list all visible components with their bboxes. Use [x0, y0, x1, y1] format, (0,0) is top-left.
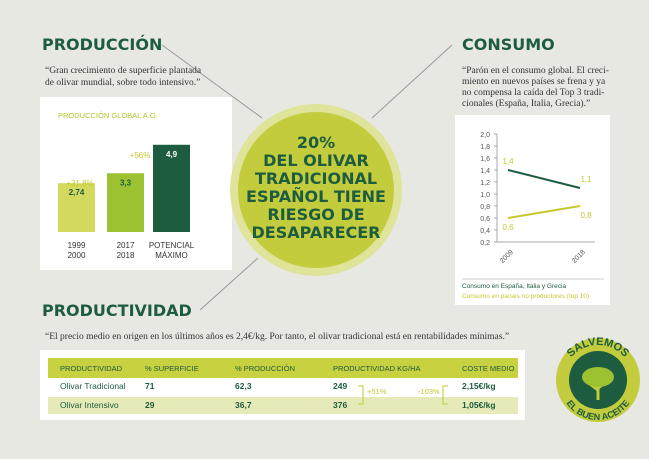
table-row-bg: [48, 397, 518, 414]
cell: 249: [333, 381, 347, 391]
line: [507, 205, 581, 219]
y-tick-label: 2,0: [480, 132, 490, 139]
chart-title: PRODUCCIÓN GLOBAL A.O.: [58, 111, 158, 120]
section-title: PRODUCCIÓN: [42, 35, 162, 54]
y-tick-label: 0,6: [480, 216, 490, 223]
table-header: [48, 358, 518, 378]
quote: “El precio medio en origen en los último…: [45, 332, 509, 342]
bar: [153, 144, 190, 232]
y-tick-label: 1,2: [480, 180, 490, 187]
headline: RIESGO DE: [267, 205, 364, 224]
bar: [58, 183, 95, 232]
y-tick-label: 0,4: [480, 228, 490, 235]
brackets: [358, 385, 448, 405]
cell: Olivar Intensivo: [60, 400, 119, 410]
x-tick-label: 1999: [68, 241, 86, 250]
cell: 36,7: [235, 400, 252, 410]
value-label: 4,9: [166, 150, 178, 159]
logo: SALVEMOS EL BUEN ACEITE: [556, 336, 640, 422]
value-label: 1,4: [502, 157, 514, 166]
value-label: 2,74: [69, 188, 85, 197]
cell: Olivar Tradicional: [60, 381, 126, 391]
y-tick-label: 1,0: [480, 192, 490, 199]
cell: 71: [145, 381, 155, 391]
y-tick-label: 0,8: [480, 204, 490, 211]
cell: 2,15€/kg: [462, 381, 496, 391]
y-tick-label: 0,2: [480, 240, 490, 247]
quote: “Parón en el consumo global. El creci-mi…: [462, 66, 609, 109]
quote-line: cionales (España, Italia, Grecia).”: [462, 98, 590, 109]
headline: TRADICIONAL: [255, 169, 377, 188]
quote: “Gran crecimiento de superficie plantada: [45, 65, 202, 76]
bar: [107, 173, 144, 232]
value-label: 0,8: [580, 211, 592, 220]
table: PRODUCTIVIDAD % SUPERFICIE % PRODUCCIÓN PRO…: [60, 364, 515, 410]
connectors: [161, 44, 453, 311]
value-label: 0,6: [502, 223, 514, 232]
annotation: +31,8%: [66, 179, 93, 188]
x-tick-label: MÁXIMO: [155, 251, 187, 260]
legend-entry: Consumo en países no productores (top 10…: [462, 293, 589, 300]
quote-line: “Parón en el consumo global. El creci-: [462, 66, 609, 76]
value-label: 1,1: [580, 175, 592, 184]
x-tick-label: 2018: [117, 251, 135, 260]
cell: 29: [145, 400, 155, 410]
cell: 1,05€/kg: [462, 400, 496, 410]
annotation: +51%: [367, 387, 387, 396]
y-tick-label: 1,4: [480, 168, 490, 175]
header-cell: PRODUCTIVIDAD: [60, 364, 123, 373]
section-title: PRODUCTIVIDAD: [42, 301, 192, 320]
annotation: -103%: [418, 387, 440, 396]
value-label: 3,3: [120, 178, 132, 187]
header-cell: PRODUCTIVIDAD KG/HA: [333, 364, 421, 373]
cell: 376: [333, 400, 347, 410]
headline: DEL OLIVAR: [263, 151, 369, 170]
headline: 20%: [297, 133, 335, 152]
header-cell: % SUPERFICIE: [145, 364, 199, 373]
headline: DESAPARECER: [252, 223, 381, 242]
x-tick-label: POTENCIAL: [149, 241, 195, 250]
y-tick-label: 1,6: [480, 156, 490, 163]
center-circle: [238, 112, 394, 268]
quote-line: miento en nuevos países se frena y ya: [462, 76, 606, 87]
header-cell: % PRODUCCIÓN: [235, 364, 295, 373]
cell: 62,3: [235, 381, 252, 391]
annotation: +56%: [130, 151, 151, 160]
x-tick-label: 2000: [68, 251, 86, 260]
legend-entry: Consumo en España, Italia y Grecia: [462, 283, 566, 290]
header-cell: COSTE MEDIO: [462, 364, 515, 373]
y-tick-label: 1,8: [480, 144, 490, 151]
line: [507, 169, 581, 189]
x-tick-label: 2017: [117, 241, 135, 250]
section-title: CONSUMO: [462, 35, 555, 54]
quote-line: no compensa la caída del Top 3 tradi-: [462, 88, 604, 98]
card: [455, 115, 610, 305]
quote: de olivar mundial, sobre todo intensivo.…: [45, 78, 200, 88]
headline: ESPAÑOL TIENE: [246, 187, 386, 206]
